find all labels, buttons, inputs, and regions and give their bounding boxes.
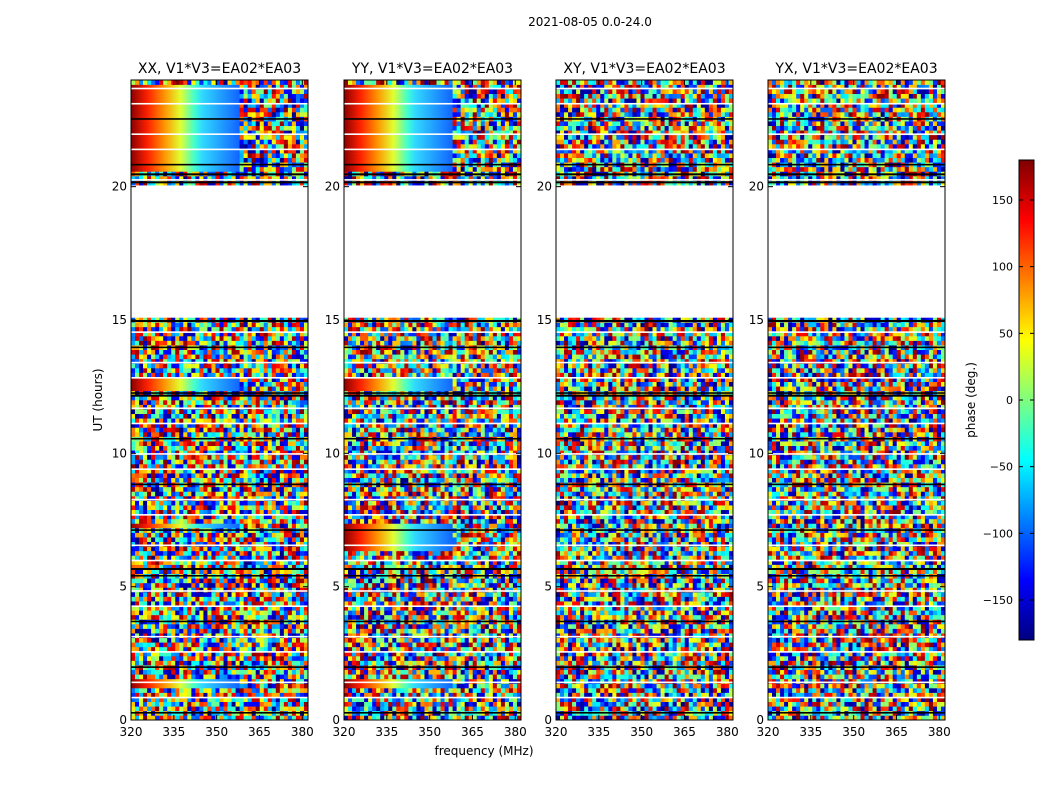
x-tick-label: 350 [842,725,865,739]
axes-frame [555,79,734,721]
x-axis-label: frequency (MHz) [434,744,533,758]
y-tick-label: 5 [756,580,764,594]
x-tick-label: 365 [461,725,484,739]
colorbar-tick-label: −50 [990,461,1013,474]
y-tick-label: 0 [119,713,127,727]
x-tick-label: 365 [248,725,271,739]
x-tick-label: 380 [291,725,314,739]
x-tick-label: 335 [162,725,185,739]
panel-3: YX, V1*V3=EA02*EA03 0 5 10 15 20 320 335 350 365 3… [749,61,951,739]
x-tick-label: 320 [333,725,356,739]
y-tick-label: 20 [537,180,552,194]
y-tick-label: 5 [332,580,340,594]
y-tick-label: 5 [119,580,127,594]
colorbar-tick-label: 50 [999,327,1013,340]
x-tick-label: 350 [205,725,228,739]
y-tick-label: 15 [537,313,552,327]
colorbar-tick-label: 100 [992,261,1013,274]
panel-title: XX, V1*V3=EA02*EA03 [138,61,301,77]
y-tick-label: 5 [544,580,552,594]
axes-frame [343,79,522,721]
panel-title: XY, V1*V3=EA02*EA03 [563,61,725,77]
colorbar-tick-label: −100 [983,527,1013,540]
figure-suptitle: 2021-08-05 0.0-24.0 [528,15,652,29]
colorbar-tick-label: 0 [1006,394,1013,407]
y-tick-label: 15 [749,313,764,327]
x-tick-label: 380 [504,725,527,739]
y-axis-label: UT (hours) [91,368,105,431]
y-tick-label: 0 [332,713,340,727]
panel-title: YX, V1*V3=EA02*EA03 [774,61,937,77]
x-tick-label: 335 [375,725,398,739]
colorbar-tick-label: −150 [983,594,1013,607]
x-tick-label: 365 [673,725,696,739]
x-tick-label: 320 [120,725,143,739]
x-tick-label: 380 [716,725,739,739]
y-tick-label: 20 [112,180,127,194]
panel-title: YY, V1*V3=EA02*EA03 [351,61,513,77]
y-tick-label: 0 [756,713,764,727]
heatmap-image [768,80,945,720]
axes-frame [130,79,309,721]
x-tick-label: 365 [885,725,908,739]
x-tick-label: 335 [587,725,610,739]
panel-2: XY, V1*V3=EA02*EA03 0 5 10 15 20 320 335 350 365 3… [537,61,739,739]
colorbar-label: phase (deg.) [964,362,978,438]
y-tick-label: 0 [544,713,552,727]
x-tick-label: 350 [418,725,441,739]
x-tick-label: 335 [799,725,822,739]
heatmap-image [131,80,308,720]
heatmap-image [344,80,521,720]
y-tick-label: 10 [112,446,127,460]
y-tick-label: 20 [325,180,340,194]
x-tick-label: 350 [630,725,653,739]
y-tick-label: 10 [749,446,764,460]
colorbar: 150 100 50 0 −50 −100 −150 [983,159,1035,641]
colorbar-tick-label: 150 [992,194,1013,207]
x-tick-label: 320 [545,725,568,739]
x-tick-label: 380 [928,725,951,739]
y-tick-label: 10 [325,446,340,460]
axes-frame [767,79,946,721]
y-tick-label: 10 [537,446,552,460]
panel-1: YY, V1*V3=EA02*EA03 0 5 10 15 20 320 335 350 365 3… [325,61,527,739]
colorbar-gradient [1019,160,1034,640]
panel-0: XX, V1*V3=EA02*EA03 0 5 10 15 20 320 335 350 365 3… [112,61,314,739]
heatmap-image [556,80,733,720]
y-tick-label: 15 [325,313,340,327]
y-tick-label: 15 [112,313,127,327]
y-tick-label: 20 [749,180,764,194]
x-tick-label: 320 [757,725,780,739]
